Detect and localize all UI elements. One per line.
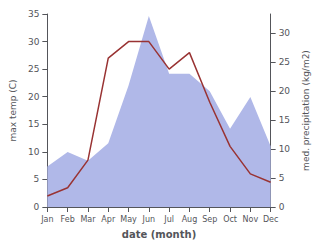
svg-text:May: May — [120, 215, 137, 224]
svg-text:Apr: Apr — [101, 215, 116, 224]
svg-text:15: 15 — [28, 119, 39, 129]
svg-text:10: 10 — [28, 147, 40, 157]
svg-text:Dec: Dec — [263, 215, 278, 224]
svg-text:Oct: Oct — [223, 215, 237, 224]
svg-text:Sep: Sep — [202, 215, 217, 224]
svg-text:0: 0 — [279, 202, 285, 212]
svg-text:Jan: Jan — [40, 215, 53, 224]
svg-text:Feb: Feb — [61, 215, 75, 224]
svg-text:20: 20 — [28, 92, 40, 102]
svg-text:25: 25 — [279, 57, 290, 67]
svg-text:35: 35 — [28, 9, 39, 19]
svg-text:Jun: Jun — [142, 215, 156, 224]
svg-text:0: 0 — [34, 202, 40, 212]
svg-text:10: 10 — [279, 144, 291, 154]
svg-text:Jul: Jul — [163, 215, 174, 224]
svg-text:date (month): date (month) — [122, 229, 196, 240]
svg-text:5: 5 — [34, 174, 40, 184]
svg-text:25: 25 — [28, 64, 39, 74]
svg-text:max temp (C): max temp (C) — [8, 79, 18, 141]
svg-text:med. precipitation (kg/m2): med. precipitation (kg/m2) — [301, 50, 311, 171]
svg-text:30: 30 — [28, 37, 40, 47]
svg-text:Mar: Mar — [80, 215, 96, 224]
svg-text:20: 20 — [279, 86, 291, 96]
svg-text:30: 30 — [279, 28, 291, 38]
svg-text:15: 15 — [279, 115, 290, 125]
svg-text:5: 5 — [279, 173, 285, 183]
svg-text:Nov: Nov — [243, 215, 259, 224]
svg-text:Aug: Aug — [182, 215, 198, 224]
